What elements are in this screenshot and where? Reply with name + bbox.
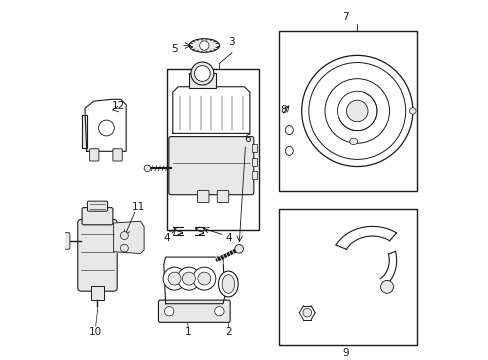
Bar [167, 69, 258, 230]
Circle shape [194, 66, 210, 81]
Ellipse shape [189, 39, 219, 52]
Circle shape [163, 267, 185, 290]
Circle shape [409, 108, 415, 114]
Text: 8: 8 [279, 105, 286, 115]
FancyBboxPatch shape [59, 233, 70, 249]
Circle shape [301, 55, 412, 167]
Ellipse shape [222, 275, 234, 293]
Ellipse shape [218, 271, 238, 297]
Circle shape [198, 272, 210, 285]
Circle shape [303, 309, 311, 317]
Text: 1: 1 [184, 327, 191, 337]
Circle shape [190, 62, 213, 85]
Polygon shape [113, 221, 144, 253]
Bar [251, 171, 257, 179]
Circle shape [144, 165, 150, 172]
FancyBboxPatch shape [158, 300, 230, 322]
FancyBboxPatch shape [87, 201, 107, 211]
Circle shape [337, 91, 376, 131]
Text: 10: 10 [89, 327, 102, 337]
Text: 3: 3 [228, 37, 235, 47]
Circle shape [164, 307, 174, 316]
Text: 11: 11 [132, 202, 145, 212]
Polygon shape [82, 116, 86, 148]
Circle shape [99, 120, 114, 136]
Ellipse shape [285, 147, 293, 156]
Bar [188, 73, 215, 88]
Polygon shape [85, 99, 126, 151]
Bar [251, 158, 257, 166]
Text: 4: 4 [163, 233, 169, 243]
FancyBboxPatch shape [89, 149, 99, 161]
Circle shape [120, 231, 128, 239]
Circle shape [234, 244, 243, 253]
Text: 7: 7 [342, 12, 348, 22]
Text: 6: 6 [244, 134, 250, 144]
Text: 12: 12 [111, 102, 124, 112]
Circle shape [199, 41, 208, 50]
Ellipse shape [349, 138, 357, 145]
FancyBboxPatch shape [113, 149, 122, 161]
FancyBboxPatch shape [197, 190, 208, 203]
Text: 4: 4 [224, 233, 231, 243]
FancyBboxPatch shape [78, 220, 117, 291]
Circle shape [120, 244, 128, 252]
Circle shape [214, 307, 224, 316]
Circle shape [182, 272, 195, 285]
Circle shape [308, 63, 405, 159]
Bar [278, 31, 416, 191]
Circle shape [346, 100, 367, 122]
Circle shape [325, 79, 389, 143]
Text: 5: 5 [171, 44, 178, 54]
Circle shape [168, 272, 181, 285]
Polygon shape [163, 257, 224, 304]
Bar [278, 209, 416, 345]
Text: 9: 9 [342, 348, 348, 358]
Polygon shape [172, 87, 249, 133]
Ellipse shape [285, 126, 293, 135]
FancyBboxPatch shape [82, 208, 113, 225]
FancyBboxPatch shape [217, 190, 228, 203]
Text: 2: 2 [224, 327, 231, 337]
Circle shape [380, 280, 393, 293]
Circle shape [177, 267, 200, 290]
Bar [251, 144, 257, 152]
Bar [91, 286, 104, 300]
FancyBboxPatch shape [168, 136, 253, 195]
Circle shape [192, 267, 215, 290]
